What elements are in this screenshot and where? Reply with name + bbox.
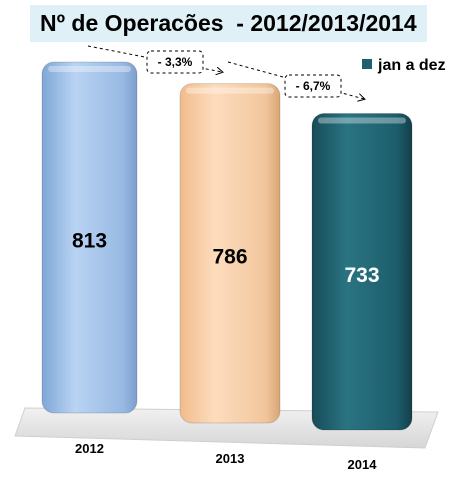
bar-highlight-2012: [48, 66, 131, 72]
bar-highlight-2014: [318, 117, 406, 124]
bar-2014: [311, 113, 413, 431]
change-box-2: [284, 74, 342, 98]
bar-2013: [179, 83, 281, 424]
legend-swatch: [362, 59, 372, 69]
category-label-2014: 2014: [348, 457, 378, 472]
value-label-2013: 786: [212, 245, 247, 268]
change-label-2: - 6,7%: [296, 79, 331, 93]
value-label-2014: 733: [344, 264, 379, 287]
bar-highlight-2013: [186, 87, 274, 94]
value-label-2012: 813: [72, 230, 107, 253]
chart-title: Nº de Operacões - 2012/2013/2014: [30, 5, 427, 42]
change-box-1: [146, 50, 204, 74]
legend: jan a dez: [362, 57, 446, 75]
category-label-2012: 2012: [75, 441, 104, 456]
category-label-2013: 2013: [216, 451, 245, 466]
change-label-1: - 3,3%: [158, 55, 193, 69]
bar-2012: [41, 61, 138, 414]
legend-label: jan a dez: [378, 57, 446, 74]
